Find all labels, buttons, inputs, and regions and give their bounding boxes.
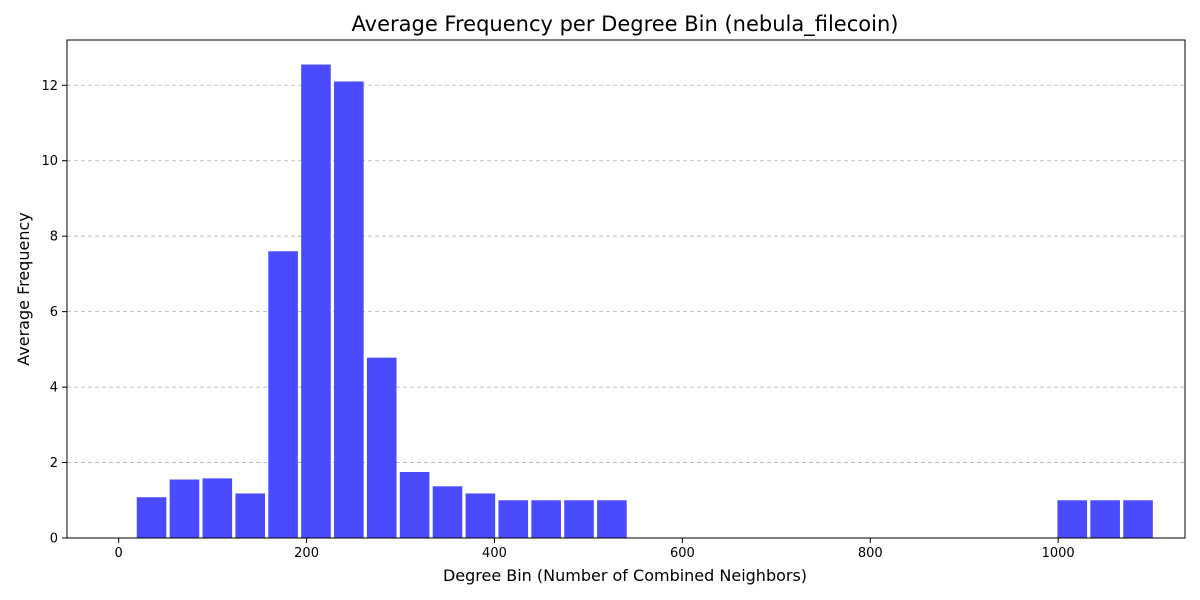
bar-13 [564,500,594,538]
bars [136,64,1153,539]
x-tick-label-2: 400 [482,546,507,561]
x-tick-label-1: 200 [294,546,319,561]
bar-0 [136,497,167,538]
x-axis-label: Degree Bin (Number of Combined Neighbors… [443,566,807,585]
bar-10 [465,493,496,538]
y-tick-label-6: 12 [41,79,58,94]
bar-9 [432,486,463,538]
y-tick-label-0: 0 [50,532,58,547]
x-tick-label-4: 800 [858,546,883,561]
y-axis-ticks: 0 2 4 6 8 10 12 [41,79,67,547]
bar-5 [301,64,331,538]
bar-4 [268,251,298,539]
bar-11 [498,500,529,538]
y-axis-label: Average Frequency [14,212,33,365]
y-grid [67,84,1185,539]
bar-12 [531,500,561,538]
y-tick-label-5: 10 [41,154,58,169]
y-tick-label-4: 8 [50,230,58,245]
bar-7 [366,357,397,538]
bar-8 [399,471,430,538]
bar-1 [169,479,200,538]
y-tick-label-2: 4 [50,381,58,396]
bar-17 [1123,500,1153,538]
x-axis-ticks: 0 200 400 600 800 1000 [115,538,1075,561]
bar-14 [597,500,627,538]
bar-16 [1090,500,1120,538]
y-tick-label-3: 6 [50,305,58,320]
x-tick-label-0: 0 [115,546,123,561]
x-tick-label-5: 1000 [1042,546,1075,561]
bar-15 [1057,500,1088,538]
bar-3 [235,493,265,538]
y-tick-label-1: 2 [50,456,58,471]
bar-6 [334,81,364,538]
bar-2 [202,478,233,538]
x-tick-label-3: 600 [670,546,695,561]
chart-title: Average Frequency per Degree Bin (nebula… [352,12,899,37]
axes-frame [66,39,1186,539]
